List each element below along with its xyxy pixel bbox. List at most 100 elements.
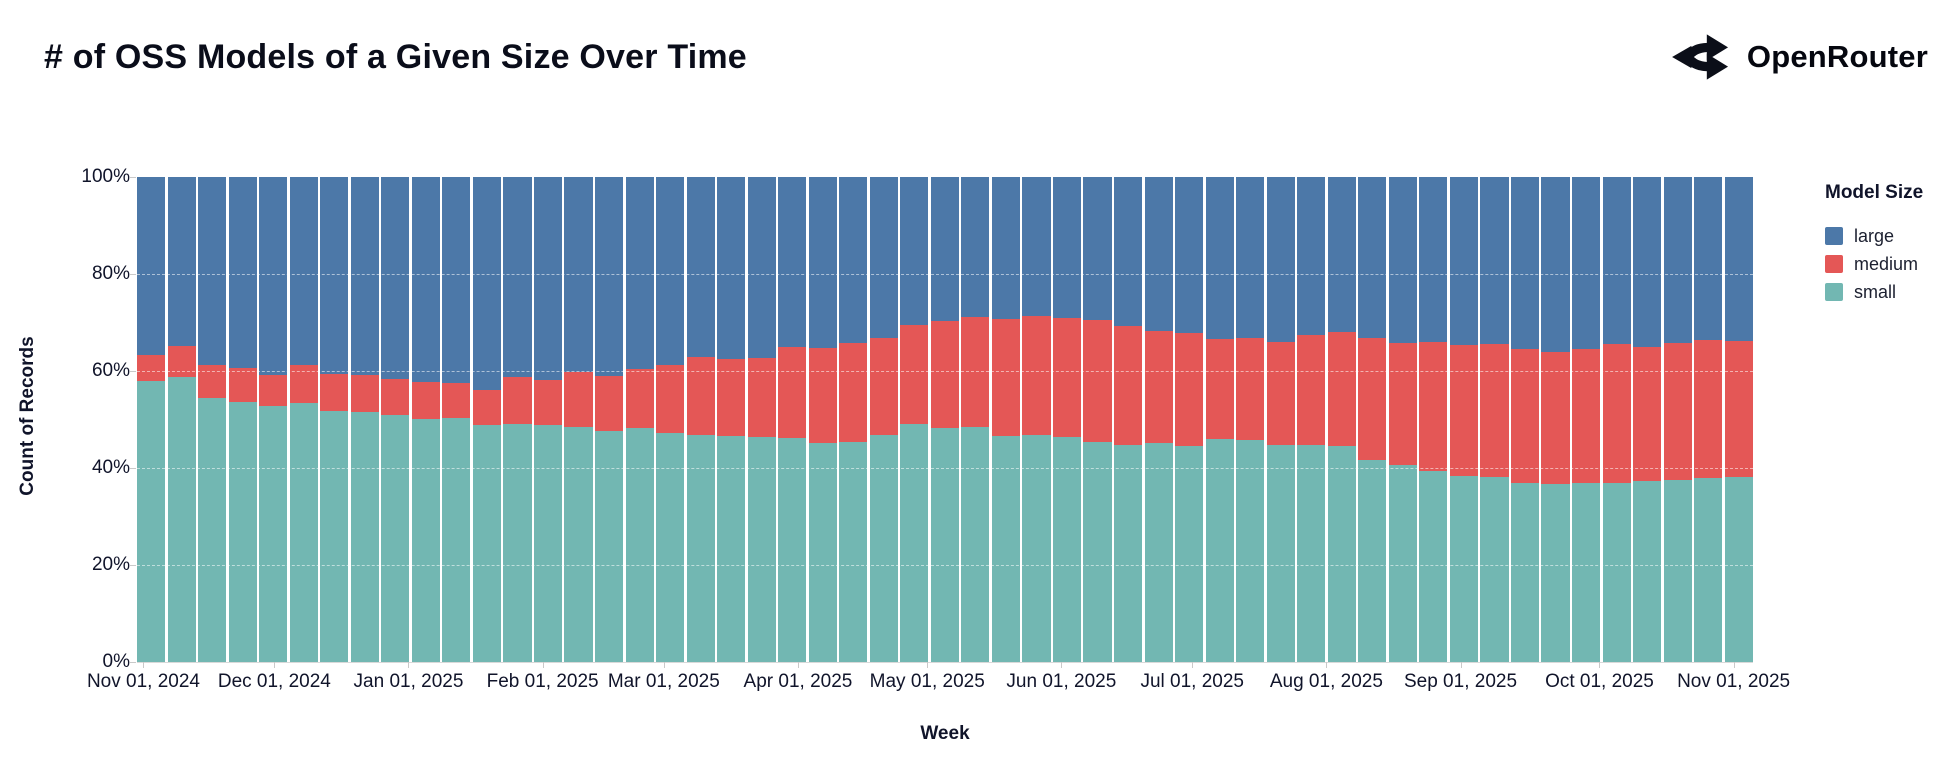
bar-week-35[interactable] (1175, 177, 1204, 662)
bar-week-49[interactable] (1602, 177, 1631, 662)
y-tick-mark (130, 371, 136, 372)
bar-week-18[interactable] (656, 177, 685, 662)
bar-week-53[interactable] (1724, 177, 1753, 662)
bar-week-31[interactable] (1052, 177, 1082, 662)
openrouter-brand[interactable]: OpenRouter (1671, 30, 1928, 84)
bar-segment-small (1144, 443, 1173, 662)
bar-week-13[interactable] (503, 177, 532, 662)
bar-segment-medium (1602, 343, 1631, 484)
bar-week-24[interactable] (839, 177, 868, 662)
bar-segment-medium (1663, 342, 1692, 480)
bar-week-32[interactable] (1083, 177, 1112, 662)
bar-segment-small (1327, 445, 1356, 662)
bar-segment-large (1052, 177, 1082, 318)
bar-segment-small (503, 424, 532, 662)
bar-week-23[interactable] (808, 177, 837, 662)
bar-segment-large (1694, 177, 1723, 340)
bar-week-28[interactable] (961, 177, 990, 662)
bar-segment-small (991, 435, 1021, 662)
bar-week-45[interactable] (1480, 177, 1509, 662)
bar-segment-small (717, 435, 746, 662)
bar-week-2[interactable] (167, 177, 196, 662)
bar-segment-medium (656, 365, 685, 433)
bar-segment-medium (1297, 334, 1326, 446)
bar-segment-small (381, 415, 410, 662)
x-axis-title: Week (920, 723, 970, 744)
bar-week-34[interactable] (1144, 177, 1173, 662)
bar-segment-large (1633, 177, 1662, 348)
page-title: # of OSS Models of a Given Size Over Tim… (44, 38, 747, 76)
bar-segment-large (381, 177, 410, 380)
x-tick-label: Sep 01, 2025 (1403, 671, 1518, 692)
bar-week-26[interactable] (900, 177, 929, 662)
bar-week-8[interactable] (350, 177, 379, 662)
bar-week-4[interactable] (228, 177, 257, 662)
bar-week-52[interactable] (1694, 177, 1723, 662)
bar-segment-small (839, 442, 868, 662)
bar-segment-small (1022, 435, 1051, 662)
bar-week-42[interactable] (1388, 177, 1417, 662)
bar-week-21[interactable] (747, 177, 776, 662)
bar-segment-medium (1388, 342, 1417, 465)
x-tick-mark (1733, 662, 1735, 668)
bar-segment-large (1602, 177, 1631, 344)
bar-week-11[interactable] (442, 177, 471, 662)
bar-week-19[interactable] (686, 177, 715, 662)
legend-item-small: small (1825, 278, 1923, 306)
bar-week-30[interactable] (1022, 177, 1051, 662)
bar-week-51[interactable] (1663, 177, 1692, 662)
bar-segment-medium (1633, 347, 1662, 481)
bar-segment-medium (442, 382, 471, 418)
bar-week-29[interactable] (991, 177, 1021, 662)
bar-week-44[interactable] (1449, 177, 1478, 662)
bar-week-10[interactable] (411, 177, 440, 662)
bar-segment-medium (198, 364, 227, 398)
x-tick-mark (797, 662, 799, 668)
bar-week-25[interactable] (869, 177, 898, 662)
bar-week-17[interactable] (625, 177, 654, 662)
bar-segment-small (411, 419, 440, 662)
bar-segment-large (1022, 177, 1051, 316)
bar-week-7[interactable] (320, 177, 349, 662)
bar-segment-large (198, 177, 227, 365)
bar-segment-small (900, 423, 929, 662)
bar-week-50[interactable] (1633, 177, 1662, 662)
bar-week-15[interactable] (564, 177, 593, 662)
bar-segment-small (533, 425, 563, 662)
bar-week-12[interactable] (472, 177, 501, 662)
bar-week-14[interactable] (533, 177, 563, 662)
bar-week-9[interactable] (381, 177, 410, 662)
bar-week-36[interactable] (1205, 177, 1234, 662)
bar-week-22[interactable] (778, 177, 807, 662)
bar-week-5[interactable] (259, 177, 288, 662)
bar-week-20[interactable] (717, 177, 746, 662)
bar-week-48[interactable] (1571, 177, 1601, 662)
bar-segment-medium (717, 358, 746, 436)
bar-week-43[interactable] (1419, 177, 1448, 662)
bar-week-33[interactable] (1114, 177, 1143, 662)
bar-segment-large (625, 177, 654, 370)
bar-week-40[interactable] (1327, 177, 1356, 662)
legend-item-large: large (1825, 222, 1923, 250)
bar-week-37[interactable] (1236, 177, 1265, 662)
bar-segment-medium (350, 374, 379, 412)
bar-week-27[interactable] (930, 177, 959, 662)
bar-week-1[interactable] (137, 177, 166, 662)
bar-week-38[interactable] (1266, 177, 1295, 662)
bar-segment-small (778, 437, 807, 662)
bar-week-6[interactable] (289, 177, 318, 662)
bar-week-3[interactable] (198, 177, 227, 662)
x-axis-domain-line (137, 662, 1753, 663)
bar-segment-small (869, 435, 898, 662)
x-tick-mark (1460, 662, 1462, 668)
bar-week-41[interactable] (1358, 177, 1387, 662)
bar-week-16[interactable] (594, 177, 624, 662)
x-tick-label: Oct 01, 2025 (1545, 671, 1654, 692)
bar-segment-small (656, 432, 685, 662)
x-tick-mark (542, 662, 544, 668)
bar-week-46[interactable] (1510, 177, 1540, 662)
bar-week-39[interactable] (1297, 177, 1326, 662)
bar-segment-small (1419, 471, 1448, 662)
bar-segment-medium (533, 379, 563, 426)
bar-week-47[interactable] (1541, 177, 1570, 662)
